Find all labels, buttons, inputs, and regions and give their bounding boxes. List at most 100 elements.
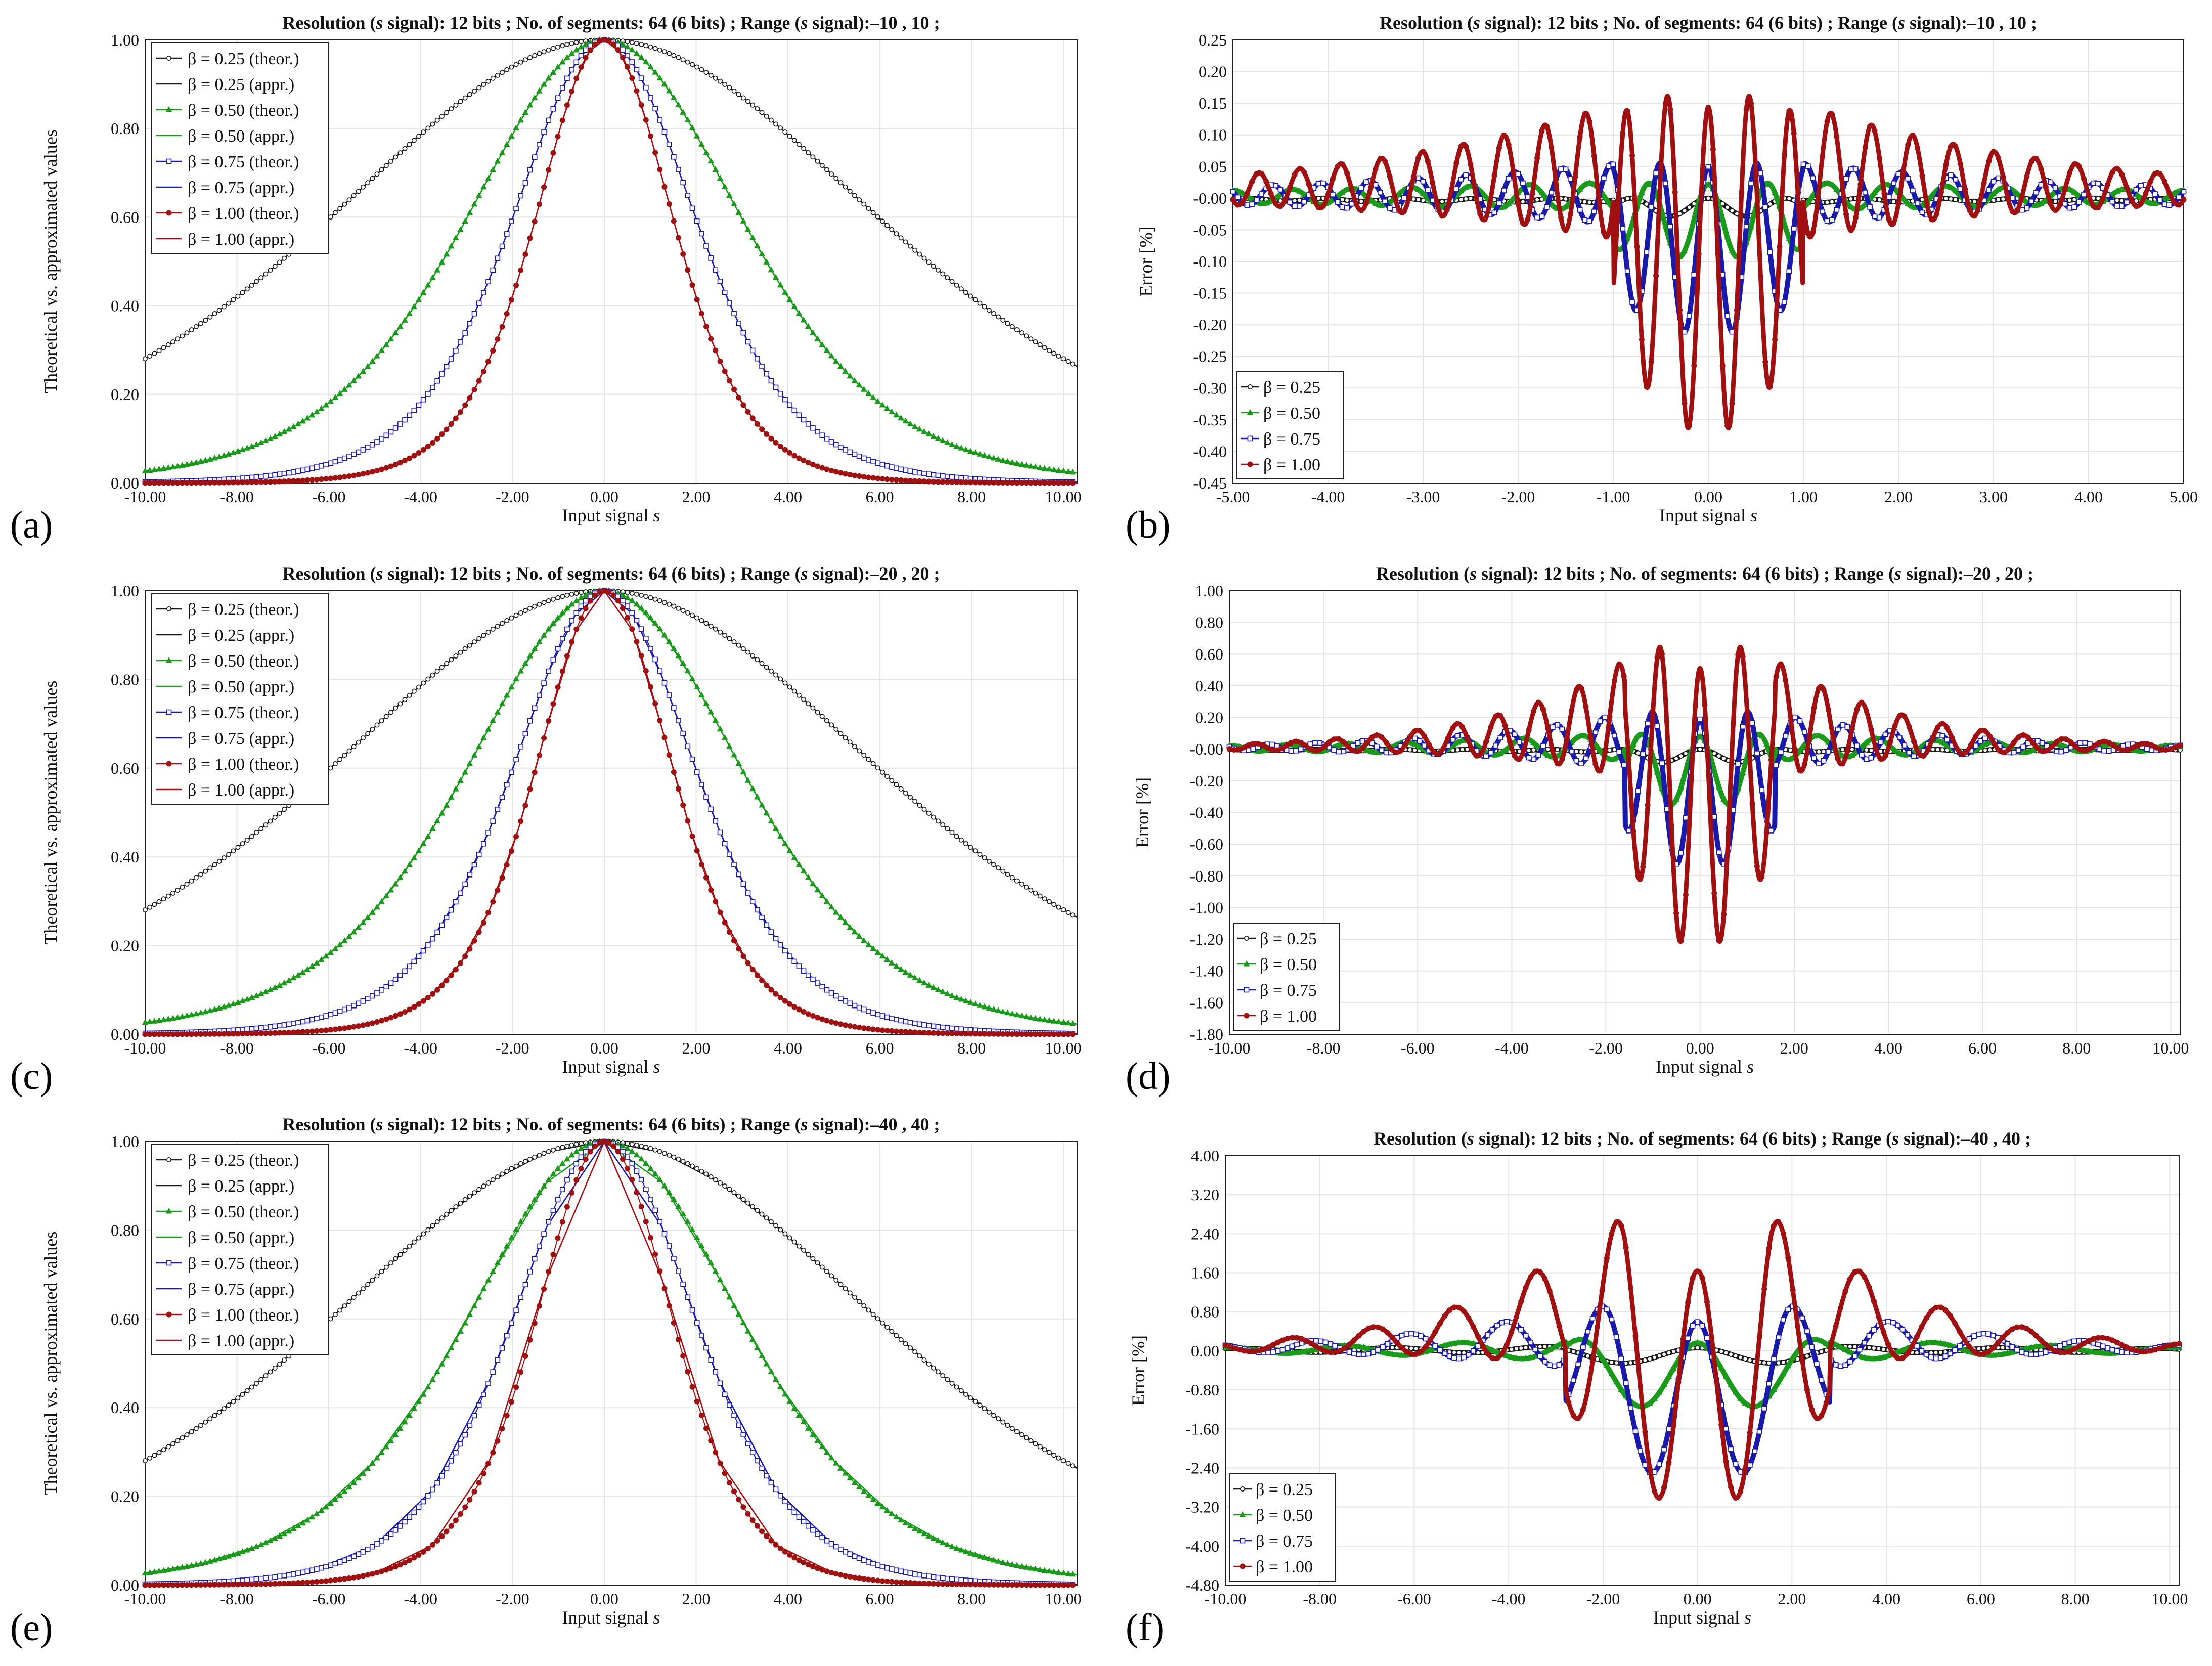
series-theor-marker bbox=[337, 1009, 343, 1014]
series-theor-marker bbox=[490, 626, 496, 632]
series-theor-marker bbox=[546, 668, 552, 674]
panel-letter-c: (c) bbox=[10, 1055, 53, 1098]
x-tick-label: 2.00 bbox=[682, 1590, 710, 1608]
series-theor-marker bbox=[930, 984, 937, 990]
series-theor-marker bbox=[801, 458, 807, 464]
series-theor-marker bbox=[805, 421, 811, 427]
error-series-marker bbox=[1900, 195, 1907, 201]
series-theor-marker bbox=[240, 290, 245, 295]
error-series-marker bbox=[2067, 205, 2072, 211]
series-theor-marker bbox=[815, 1015, 821, 1021]
error-series-marker bbox=[2101, 748, 2107, 754]
series-theor-marker bbox=[977, 1031, 983, 1037]
error-series-marker bbox=[1425, 158, 1431, 164]
series-theor-marker bbox=[977, 852, 983, 857]
error-series-marker bbox=[1246, 747, 1251, 753]
series-theor-marker bbox=[1019, 330, 1025, 336]
series-theor-marker bbox=[221, 1582, 227, 1588]
error-series-marker bbox=[1559, 756, 1565, 762]
series-theor-marker bbox=[536, 1303, 542, 1309]
error-series-marker bbox=[2033, 190, 2039, 195]
series-theor-marker bbox=[866, 206, 871, 211]
series-theor-marker bbox=[731, 1488, 737, 1495]
series-theor-marker bbox=[801, 1519, 807, 1525]
error-series-marker bbox=[2125, 747, 2131, 753]
series-theor-marker bbox=[1055, 1582, 1061, 1588]
error-series-marker bbox=[1938, 1350, 1943, 1355]
error-series-marker bbox=[1551, 1343, 1558, 1350]
series-theor-marker bbox=[388, 710, 393, 715]
series-theor-marker bbox=[1013, 1011, 1021, 1018]
series-theor-marker bbox=[286, 1572, 292, 1578]
series-theor-marker bbox=[954, 479, 960, 485]
series-theor-marker bbox=[249, 1576, 255, 1583]
series-theor-marker bbox=[689, 833, 695, 839]
series-theor-marker bbox=[156, 1017, 162, 1023]
series-theor-marker bbox=[676, 1268, 681, 1275]
x-tick-label: -5.00 bbox=[1216, 488, 1250, 506]
series-theor-marker bbox=[657, 166, 663, 172]
error-series-marker bbox=[1630, 828, 1636, 835]
series-theor-marker bbox=[578, 1166, 584, 1172]
series-theor-marker bbox=[434, 1480, 440, 1486]
series-theor-marker bbox=[249, 1026, 255, 1032]
series-theor-marker bbox=[866, 1559, 871, 1565]
series-theor-marker bbox=[207, 1007, 213, 1013]
error-series-marker bbox=[1762, 359, 1768, 365]
error-series-marker bbox=[2109, 169, 2115, 176]
series-theor-marker bbox=[476, 1187, 482, 1192]
series-theor-marker bbox=[856, 1483, 863, 1490]
series-theor-marker bbox=[675, 652, 682, 659]
error-series-marker bbox=[2163, 747, 2169, 753]
error-series-marker bbox=[1995, 186, 2002, 192]
series-theor-marker bbox=[226, 1031, 232, 1037]
series-theor-marker bbox=[666, 201, 672, 207]
series-theor-marker bbox=[745, 409, 751, 415]
series-theor-marker bbox=[267, 435, 274, 441]
error-series-marker bbox=[1523, 1333, 1529, 1339]
series-theor-marker bbox=[708, 623, 714, 629]
series-theor-marker bbox=[819, 714, 825, 719]
series-theor-marker bbox=[661, 129, 668, 135]
error-series-marker bbox=[1758, 732, 1765, 738]
error-series-marker bbox=[1277, 203, 1284, 209]
series-theor-marker bbox=[351, 744, 357, 750]
series-theor-marker bbox=[356, 472, 362, 478]
series-theor-marker bbox=[773, 384, 779, 390]
series-theor-marker bbox=[680, 1159, 686, 1164]
series-theor-marker bbox=[379, 167, 384, 172]
series-theor-marker bbox=[1014, 480, 1020, 486]
series-theor-marker bbox=[838, 180, 844, 186]
series-theor-marker bbox=[861, 1025, 867, 1031]
error-series-marker bbox=[1442, 1350, 1448, 1356]
series-theor-marker bbox=[810, 1563, 816, 1569]
series-theor-marker bbox=[620, 40, 626, 47]
series-theor-marker bbox=[634, 1142, 639, 1148]
series-theor-marker bbox=[416, 684, 422, 690]
series-theor-marker bbox=[434, 1538, 440, 1544]
series-theor-marker bbox=[198, 1423, 204, 1428]
series-theor-marker bbox=[921, 1581, 927, 1587]
series-theor-marker bbox=[277, 1023, 283, 1029]
error-series-marker bbox=[1273, 201, 1279, 207]
y-tick-label: 1.60 bbox=[1191, 1264, 1219, 1282]
series-theor-marker bbox=[290, 478, 296, 484]
error-series-marker bbox=[2149, 747, 2154, 753]
error-series-marker bbox=[1457, 187, 1465, 194]
error-series-marker bbox=[1748, 181, 1754, 186]
y-tick-label: -0.10 bbox=[1193, 252, 1227, 271]
error-series-marker bbox=[1652, 1354, 1657, 1360]
error-series-marker bbox=[1833, 186, 1840, 192]
series-theor-marker bbox=[425, 942, 431, 948]
series-theor-marker bbox=[313, 959, 320, 966]
series-theor-marker bbox=[894, 1567, 899, 1573]
series-theor-marker bbox=[522, 1282, 528, 1288]
error-series-marker bbox=[1763, 829, 1769, 836]
error-series-marker bbox=[2110, 742, 2116, 749]
series-theor-marker bbox=[323, 1503, 329, 1510]
x-tick-label: -8.00 bbox=[1303, 1590, 1337, 1608]
series-theor-marker bbox=[875, 1562, 881, 1568]
series-theor-marker bbox=[990, 1556, 997, 1563]
series-theor-marker bbox=[1019, 1031, 1025, 1037]
error-series-marker bbox=[1396, 190, 1403, 196]
